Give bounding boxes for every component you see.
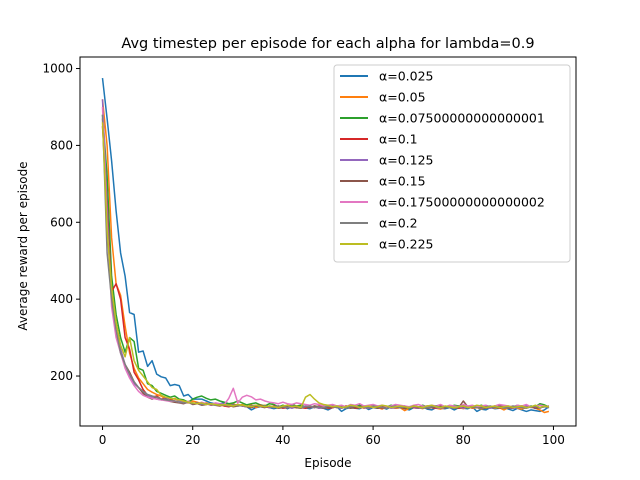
plot-area-frame xyxy=(79,56,577,427)
y-tick-label: 600 xyxy=(50,215,73,229)
legend-label-4: α=0.1 xyxy=(379,132,418,147)
legend-label-9: α=0.225 xyxy=(379,237,434,252)
series-line-8 xyxy=(101,114,550,410)
legend: α=0.025 α=0.05 α=0.07500000000000001 α=0.1 α… xyxy=(333,64,571,263)
series-line-1 xyxy=(101,78,550,413)
legend-label-5: α=0.125 xyxy=(379,153,434,168)
y-tick-label: 200 xyxy=(50,369,73,383)
legend-box xyxy=(333,64,571,263)
legend-label-1: α=0.025 xyxy=(379,69,434,84)
x-tick-label: 20 xyxy=(185,433,200,447)
x-tick-label: 80 xyxy=(456,433,471,447)
legend-label-3: α=0.07500000000000001 xyxy=(379,111,545,126)
legend-label-2: α=0.05 xyxy=(379,90,426,105)
x-tick-label: 100 xyxy=(542,433,565,447)
x-axis-title: Episode xyxy=(304,456,351,470)
x-tick-label: 0 xyxy=(99,433,107,447)
legend-label-6: α=0.15 xyxy=(379,174,426,189)
y-tick-label: 800 xyxy=(50,138,73,152)
y-axis-title: Average reward per episode xyxy=(16,161,30,330)
series-line-9 xyxy=(101,122,550,409)
legend-label-8: α=0.2 xyxy=(379,216,418,231)
y-tick-label: 1000 xyxy=(42,62,73,76)
x-tick-label: 40 xyxy=(275,433,290,447)
chart-title: Avg timestep per episode for each alpha … xyxy=(121,36,534,52)
series-layer xyxy=(101,78,550,414)
legend-label-7: α=0.17500000000000002 xyxy=(379,195,545,210)
x-tick-label: 60 xyxy=(365,433,380,447)
y-tick-label: 400 xyxy=(50,292,73,306)
axes-layer: 0 20 40 60 80 100 200 400 600 800 1000 xyxy=(42,62,564,447)
